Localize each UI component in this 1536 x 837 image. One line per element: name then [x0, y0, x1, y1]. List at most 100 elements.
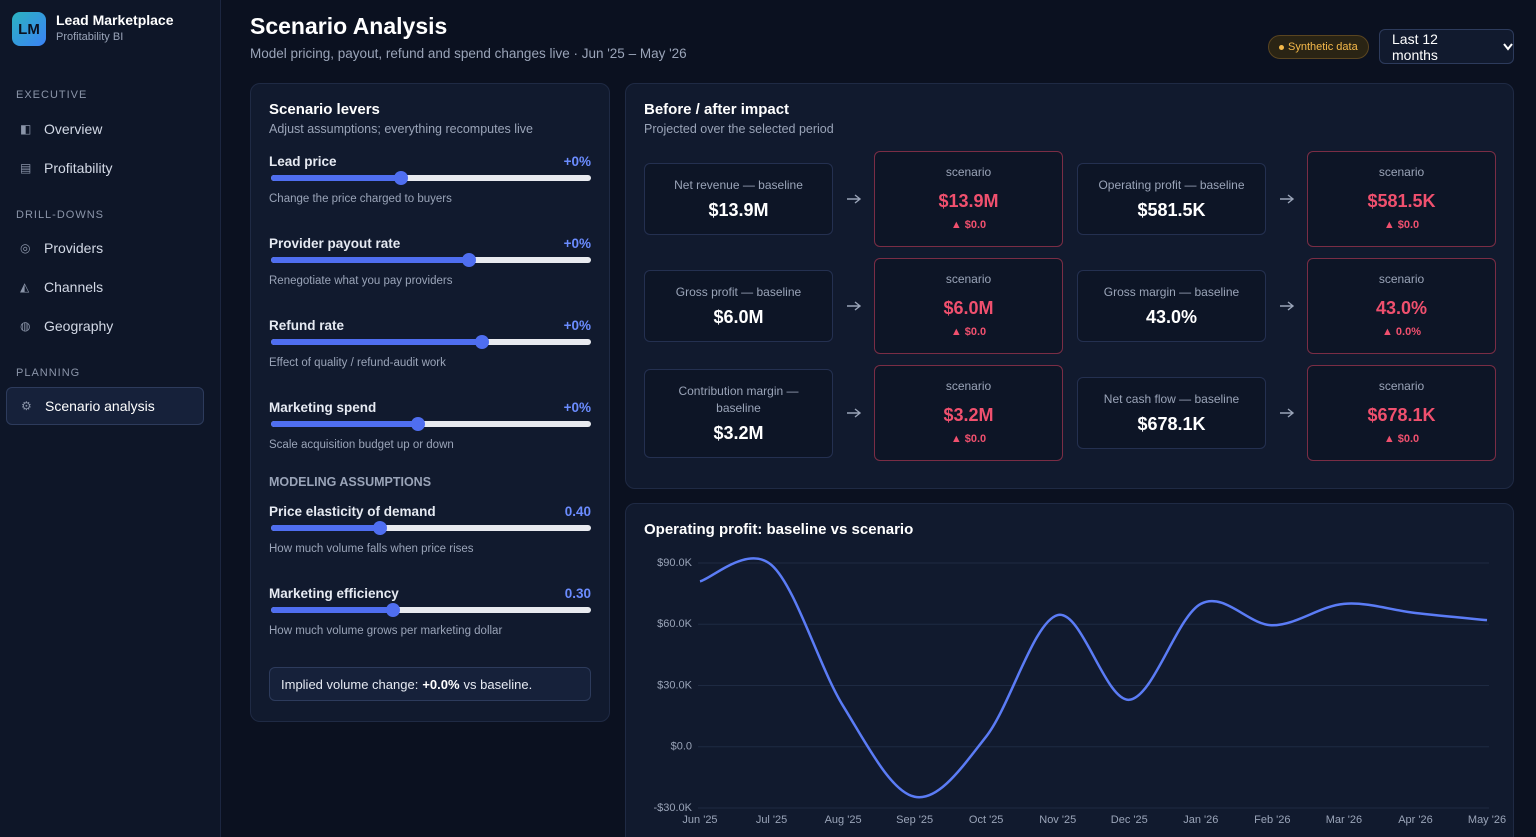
metric-pair: Contribution margin — baseline $3.2M scena…: [644, 365, 1063, 461]
baseline-tile: Net revenue — baseline $13.9M: [644, 163, 833, 235]
x-tick-label: Apr '26: [1398, 814, 1433, 826]
slider-track[interactable]: [271, 171, 591, 185]
track-bg: [271, 525, 591, 531]
nav-item[interactable]: ◎ Providers: [0, 229, 220, 268]
note-value: +0.0%: [422, 676, 460, 692]
x-tick-label: Jun '25: [682, 814, 717, 826]
arrow-icon: [1280, 408, 1295, 418]
nav-heading: PLANNING: [16, 367, 81, 379]
slider-label: Marketing efficiency: [269, 585, 399, 601]
slider-thumb[interactable]: [411, 417, 426, 431]
x-tick-label: Jan '26: [1183, 814, 1218, 826]
nav-label: Providers: [44, 240, 104, 256]
slider: Marketing efficiency 0.30 How much volume …: [269, 583, 591, 665]
section-heading: MODELING ASSUMPTIONS: [269, 475, 432, 489]
nav-label: Scenario analysis: [45, 398, 155, 414]
levers-card: Scenario levers Adjust assumptions; ever…: [250, 83, 610, 722]
slider-value: +0%: [563, 235, 591, 251]
slider-header: Price elasticity of demand 0.40: [269, 501, 591, 521]
slider: Marketing spend +0% Scale acquisition budg…: [269, 397, 591, 479]
scenario-tile: scenario $581.5K ▲ $0.0: [1307, 151, 1496, 247]
nav-heading: DRILL-DOWNS: [16, 208, 105, 221]
slider-hint: Renegotiate what you pay providers: [269, 275, 453, 287]
slider-hint: Scale acquisition budget up or down: [269, 439, 454, 451]
y-tick-label: -$30.0K: [653, 802, 692, 814]
period-select[interactable]: Last 12 months: [1379, 29, 1514, 64]
slider-hint: Effect of quality / refund-audit work: [269, 357, 446, 369]
metric-label: Gross margin — baseline: [1103, 285, 1240, 299]
scenario-value: $6.0M: [943, 298, 994, 318]
baseline-tile: Net cash flow — baseline $678.1K: [1077, 377, 1266, 449]
slider-track[interactable]: [271, 417, 591, 431]
x-tick-label: Mar '26: [1326, 814, 1362, 826]
nav-item[interactable]: ▤ Profitability: [0, 148, 220, 187]
scenario-delta: ▲ $0.0: [1383, 219, 1420, 231]
arrow: [1266, 296, 1307, 316]
nav-label: Geography: [44, 318, 114, 334]
chevron: [1503, 42, 1513, 51]
arrow: [833, 189, 874, 209]
slider: Lead price +0% Change the price charged to…: [269, 151, 591, 233]
slider-thumb[interactable]: [385, 603, 400, 617]
metric-label: Operating profit — baseline: [1098, 178, 1245, 192]
slider-track[interactable]: [271, 253, 591, 267]
track-fill: [271, 525, 380, 531]
scenario-label: scenario: [1378, 165, 1425, 179]
nav-icon: ◍: [20, 319, 31, 333]
track-bg: [271, 421, 591, 427]
page-title: Scenario Analysis: [250, 13, 448, 39]
impact-card: Before / after impact Projected over the…: [625, 83, 1514, 489]
metric-value: $6.0M: [713, 307, 764, 327]
assumptions: Price elasticity of demand 0.40 How much v…: [269, 501, 591, 665]
slider-thumb[interactable]: [393, 171, 408, 185]
scenario-value: $13.9M: [938, 191, 999, 211]
badge: Synthetic data: [1268, 35, 1369, 59]
nav-icon: ◎: [20, 241, 31, 255]
track-fill: [271, 257, 470, 263]
scenario-label: scenario: [1378, 272, 1425, 286]
logo: LM: [12, 12, 46, 46]
slider-track[interactable]: [271, 603, 591, 617]
slider-header: Marketing spend +0%: [269, 397, 591, 417]
slider-track[interactable]: [271, 521, 591, 535]
nav-icon: ◭: [20, 280, 30, 294]
metric-value: $581.5K: [1137, 200, 1206, 220]
arrow: [833, 403, 874, 423]
line: [699, 557, 1488, 799]
scenario-label: scenario: [1378, 379, 1425, 393]
sliders: Lead price +0% Change the price charged to…: [269, 151, 591, 479]
slider-value: 0.30: [564, 585, 591, 601]
y-tick-label: $60.0K: [657, 618, 693, 630]
metric-value: $13.9M: [708, 200, 769, 220]
arrow-icon: [847, 194, 862, 204]
sidebar: LM Lead Marketplace Profitability BI EXE…: [0, 0, 221, 837]
arrow: [1266, 189, 1307, 209]
metric-label: Contribution margin — baseline: [678, 383, 799, 415]
nav-item[interactable]: ◧ Overview: [0, 109, 220, 148]
metric-value: $678.1K: [1137, 414, 1206, 434]
slider-value: +0%: [563, 399, 591, 415]
note-text: vs baseline.: [463, 676, 533, 692]
nav-item[interactable]: ⚙ Scenario analysis: [6, 387, 204, 425]
slider-thumb[interactable]: [462, 253, 477, 267]
card-title: Scenario levers: [269, 101, 380, 118]
slider-thumb[interactable]: [475, 335, 490, 349]
nav-icon: ▤: [20, 160, 32, 175]
badge-dot: [1279, 44, 1284, 50]
x-tick-label: Dec '25: [1111, 814, 1148, 826]
nav-item[interactable]: ◍ Geography: [0, 307, 220, 346]
arrow: [1266, 403, 1307, 423]
card-subtitle: Projected over the selected period: [644, 122, 834, 136]
nav-label: Overview: [44, 120, 103, 137]
slider-value: 0.40: [564, 503, 591, 519]
slider-thumb[interactable]: [372, 521, 387, 535]
brand-subtitle: Profitability BI: [56, 31, 124, 43]
slider-hint: How much volume grows per marketing doll…: [269, 625, 503, 637]
scenario-value: $3.2M: [943, 405, 994, 425]
scenario-tile: scenario 43.0% ▲ 0.0%: [1307, 258, 1496, 354]
scenario-value: 43.0%: [1375, 298, 1428, 318]
nav-item[interactable]: ◭ Channels: [0, 268, 220, 307]
slider-track[interactable]: [271, 335, 591, 349]
slider: Refund rate +0% Effect of quality / refund…: [269, 315, 591, 397]
brand-title: Lead Marketplace: [56, 12, 174, 28]
